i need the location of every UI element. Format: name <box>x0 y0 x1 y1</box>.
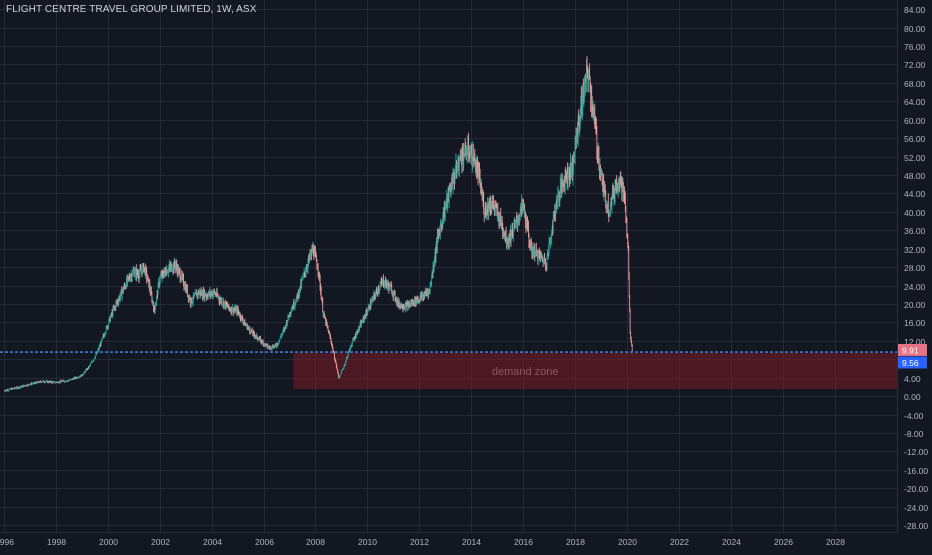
y-tick-label: 80.00 <box>904 24 926 34</box>
y-tick-label: -16.00 <box>904 466 928 476</box>
y-tick-label: 52.00 <box>904 153 926 163</box>
last-price-tag <box>898 343 927 356</box>
x-tick-label: 2020 <box>618 537 637 547</box>
price-line-tag <box>898 356 927 369</box>
x-tick-label: 2014 <box>462 537 481 547</box>
y-tick-label: 48.00 <box>904 171 926 181</box>
y-tick-label: 36.00 <box>904 226 926 236</box>
demand-zone-box <box>293 352 897 390</box>
y-tick-label: 72.00 <box>904 60 926 70</box>
y-tick-label: 16.00 <box>904 318 926 328</box>
y-tick-label: 40.00 <box>904 208 926 218</box>
x-tick-label: 2026 <box>774 537 793 547</box>
y-tick-label: -28.00 <box>904 521 928 531</box>
x-tick-label: 2018 <box>566 537 585 547</box>
y-tick-label: 56.00 <box>904 134 926 144</box>
y-tick-label: 60.00 <box>904 116 926 126</box>
x-tick-label: 2028 <box>826 537 845 547</box>
x-tick-label: 2000 <box>99 537 118 547</box>
y-tick-label: -20.00 <box>904 484 928 494</box>
y-tick-label: 68.00 <box>904 79 926 89</box>
y-tick-label: 76.00 <box>904 42 926 52</box>
y-tick-label: 24.00 <box>904 282 926 292</box>
x-tick-label: 2010 <box>358 537 377 547</box>
demand-zone-label: demand zone <box>492 366 559 378</box>
price-line-value: 9.56 <box>902 358 919 368</box>
chart-title: FLIGHT CENTRE TRAVEL GROUP LIMITED, 1W, … <box>6 4 257 15</box>
x-tick-label: 2022 <box>670 537 689 547</box>
x-tick-label: 2016 <box>514 537 533 547</box>
x-tick-label: 2012 <box>410 537 429 547</box>
x-tick-label: 1998 <box>47 537 66 547</box>
x-tick-label: 1996 <box>0 537 14 547</box>
x-tick-label: 2004 <box>203 537 222 547</box>
y-tick-label: 0.00 <box>904 392 921 402</box>
x-tick-label: 2024 <box>722 537 741 547</box>
y-tick-label: 64.00 <box>904 97 926 107</box>
y-tick-label: 32.00 <box>904 245 926 255</box>
y-tick-label: 4.00 <box>904 374 921 384</box>
y-tick-label: 28.00 <box>904 263 926 273</box>
price-tags: 9.91 9.56 <box>0 343 927 369</box>
y-tick-label: 20.00 <box>904 300 926 310</box>
y-tick-label: 84.00 <box>904 5 926 15</box>
demand-zone: demand zone <box>293 352 897 390</box>
price-series <box>3 56 633 392</box>
y-tick-label: -12.00 <box>904 447 928 457</box>
y-tick-label: -4.00 <box>904 411 924 421</box>
y-tick-label: -8.00 <box>904 429 924 439</box>
y-tick-label: -24.00 <box>904 503 928 513</box>
x-tick-label: 2008 <box>306 537 325 547</box>
x-tick-label: 2002 <box>151 537 170 547</box>
last-price-value: 9.91 <box>902 345 919 355</box>
y-tick-label: 44.00 <box>904 189 926 199</box>
y-tick-label: 12.00 <box>904 337 926 347</box>
x-tick-label: 2006 <box>255 537 274 547</box>
